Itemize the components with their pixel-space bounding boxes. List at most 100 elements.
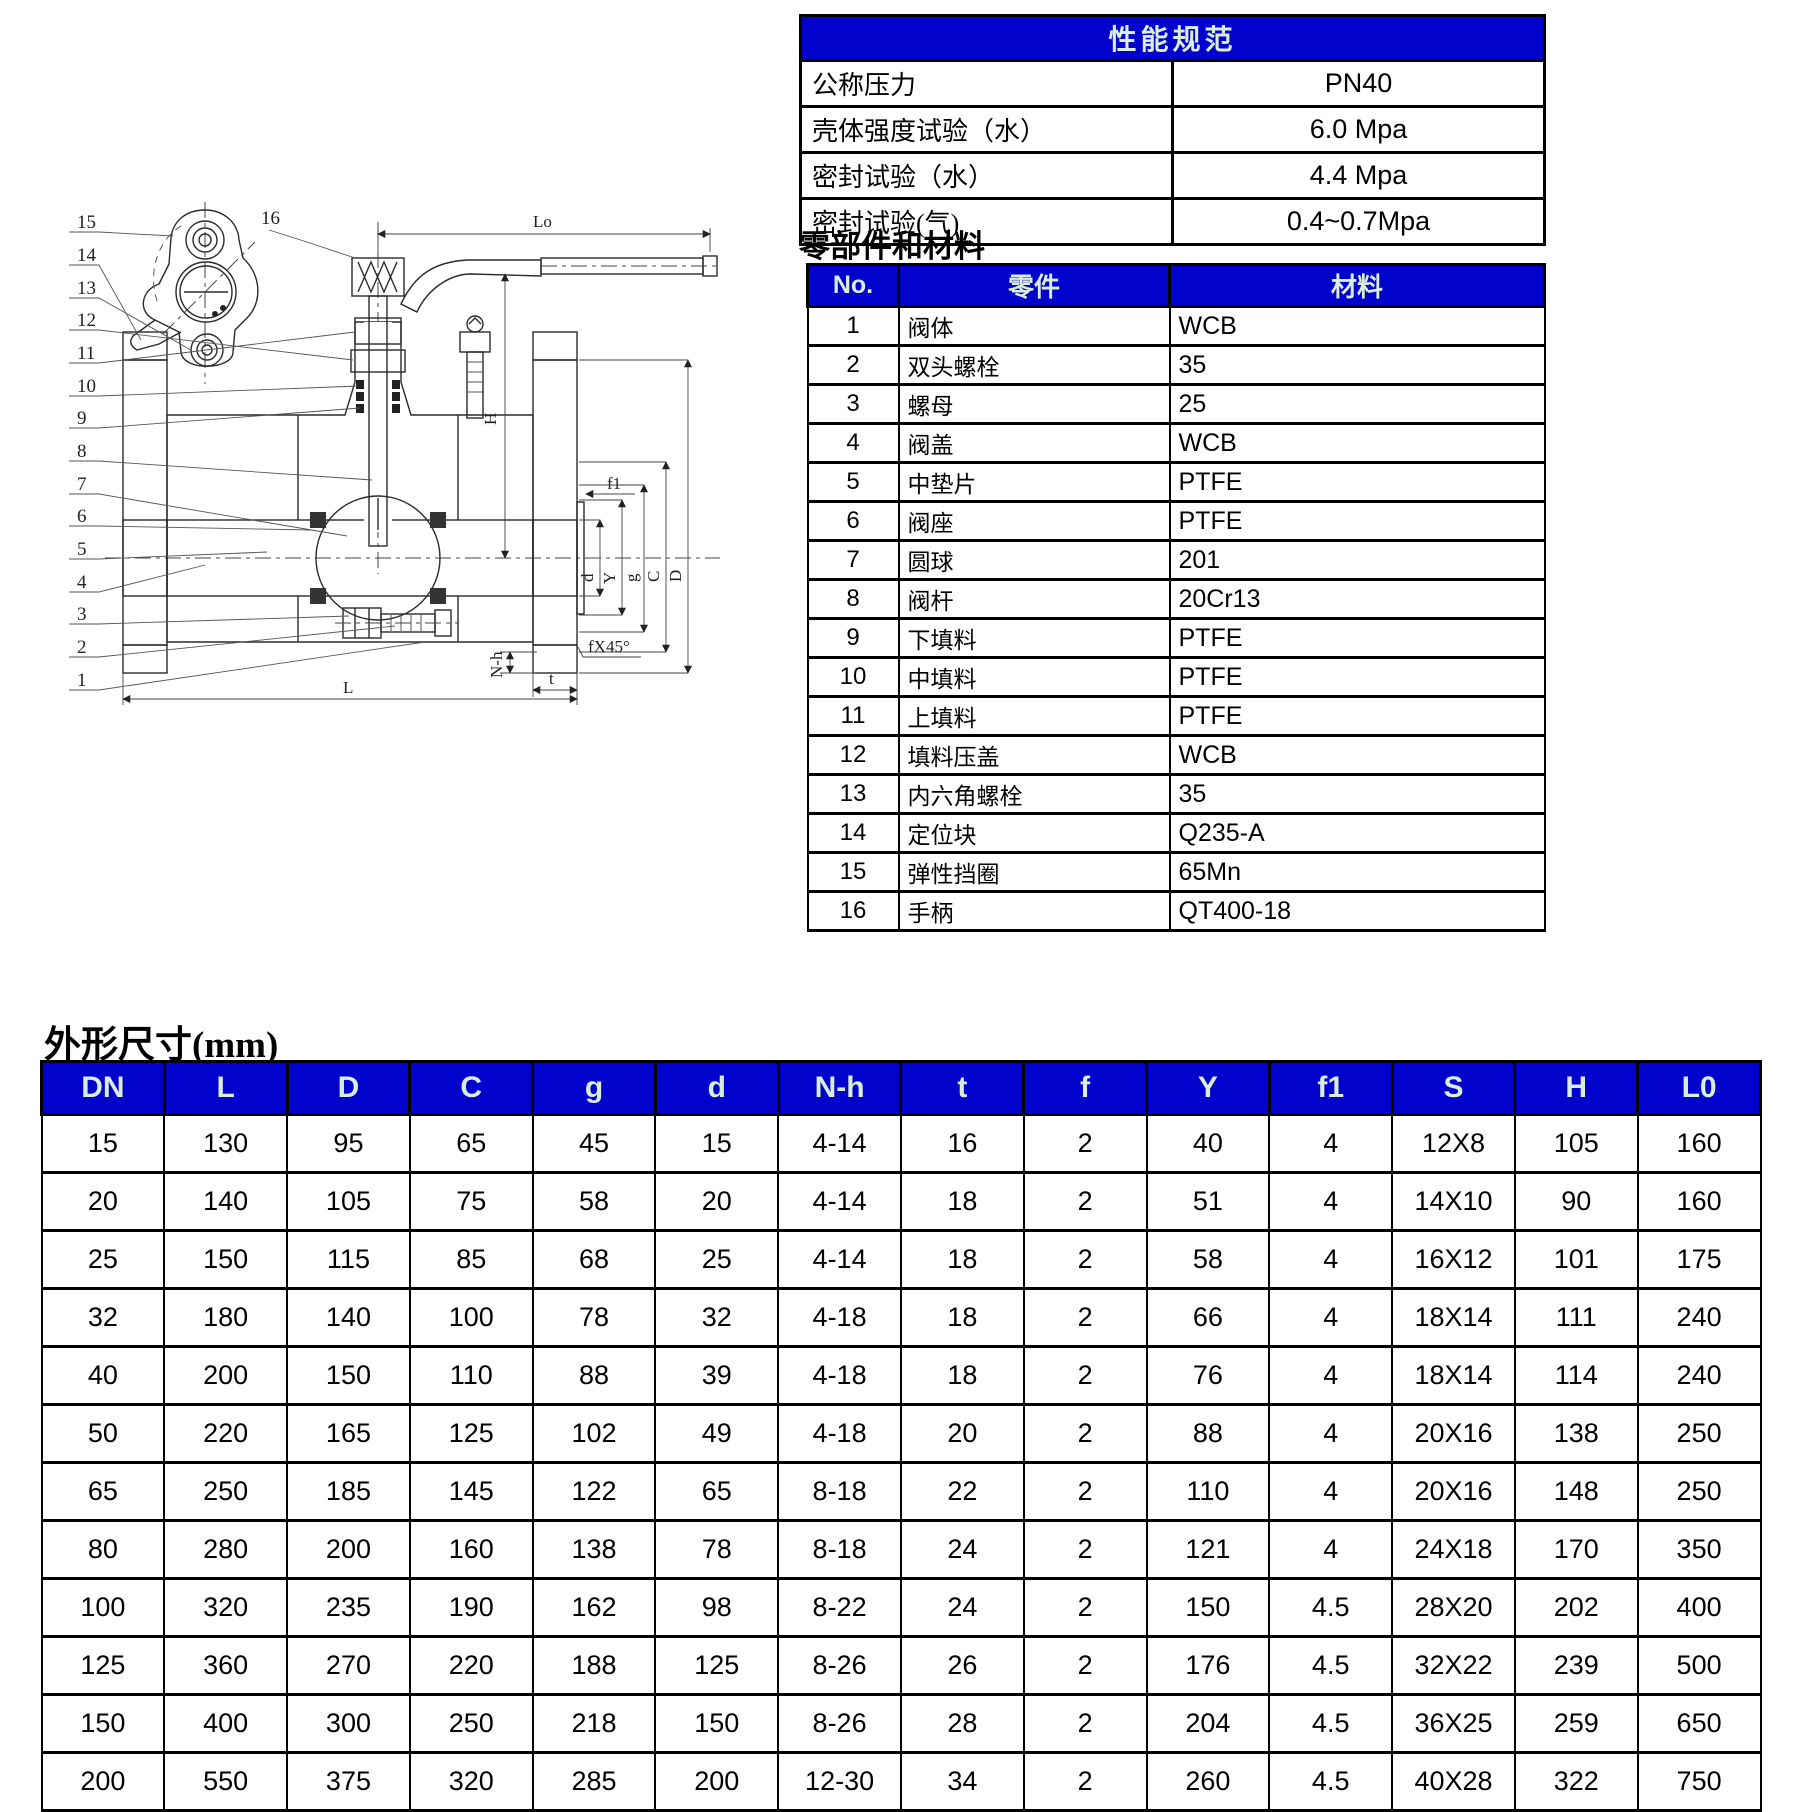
dims-column-header: d — [653, 1060, 780, 1116]
dims-cell: 4.5 — [1268, 1635, 1394, 1696]
handle-hub — [351, 257, 405, 297]
spec-row-label: 密封试验(气) — [799, 197, 1174, 246]
dims-row: 20 140 105 75 58 20 4-14 18 2 51 4 14X10 90 160 — [40, 1171, 1762, 1232]
dims-row: 100 320 235 190 162 98 8-22 24 2 150 4.5 28X20 202 40… — [40, 1577, 1762, 1638]
dims-column-header: S — [1390, 1060, 1517, 1116]
parts-row: 16 手柄 QT400-18 — [806, 890, 1546, 932]
dims-column-header: L — [162, 1060, 289, 1116]
dims-cell: 100 — [408, 1287, 534, 1348]
dims-cell: 400 — [1636, 1577, 1762, 1638]
dims-cell: 4.5 — [1268, 1693, 1394, 1754]
dims-cell: 138 — [1513, 1403, 1639, 1464]
spec-row-value: 0.4~0.7Mpa — [1171, 197, 1546, 246]
valve-body — [166, 321, 534, 643]
part-number-callout: 12 — [77, 310, 96, 331]
dims-cell: 200 — [654, 1751, 780, 1812]
parts-row: 9 下填料 PTFE — [806, 617, 1546, 659]
dims-cell: 150 — [286, 1345, 411, 1406]
dims-column-header: H — [1513, 1060, 1640, 1116]
dims-cell: 239 — [1513, 1635, 1639, 1696]
dims-cell: 18 — [899, 1171, 1025, 1232]
dims-cell: 140 — [163, 1171, 289, 1232]
dims-cell: 50 — [40, 1403, 166, 1464]
parts-row-no: 15 — [806, 851, 900, 893]
dims-cell: 4-14 — [777, 1113, 902, 1174]
dims-row: 65 250 185 145 122 65 8-18 22 2 110 4 20X16 148 250 — [40, 1461, 1762, 1522]
dims-column-header: DN — [40, 1060, 166, 1116]
dims-cell: 25 — [40, 1229, 166, 1290]
dims-cell: 175 — [1636, 1229, 1762, 1290]
dims-cell: 45 — [531, 1113, 657, 1174]
parts-row-name: 阀体 — [897, 305, 1171, 347]
spec-row-value: PN40 — [1171, 59, 1546, 108]
dim-label-lo: Lo — [533, 212, 552, 231]
dims-cell: 250 — [408, 1693, 534, 1754]
parts-row-material: 65Mn — [1168, 851, 1546, 893]
dims-cell: 2 — [1022, 1403, 1148, 1464]
dims-column-header: N-h — [776, 1060, 903, 1116]
dims-cell: 4 — [1268, 1461, 1394, 1522]
part-number-callout: 2 — [77, 637, 87, 658]
dims-cell: 78 — [531, 1287, 657, 1348]
parts-column-header: No. — [806, 263, 900, 308]
part-number-callout: 5 — [77, 539, 87, 560]
dims-cell: 20X16 — [1391, 1461, 1516, 1522]
ball-valve-section-drawing: Lo H f1 d Y g C D — [69, 202, 720, 705]
dims-cell: 204 — [1145, 1693, 1271, 1754]
parts-column-header: 零件 — [897, 263, 1171, 308]
part-number-callout: 8 — [77, 441, 87, 462]
dims-cell: 322 — [1513, 1751, 1639, 1812]
dim-label-y: Y — [600, 572, 619, 584]
dims-row: 50 220 165 125 102 49 4-18 20 2 88 4 20X16 138 250 — [40, 1403, 1762, 1464]
dims-cell: 160 — [1636, 1171, 1762, 1232]
parts-row-name: 双头螺栓 — [897, 344, 1171, 386]
dims-row: 40 200 150 110 88 39 4-18 18 2 76 4 18X14 114 240 — [40, 1345, 1762, 1406]
parts-row-no: 4 — [806, 422, 900, 464]
dims-column-header: f — [1022, 1060, 1149, 1116]
dims-cell: 4-14 — [777, 1171, 902, 1232]
dims-cell: 200 — [40, 1751, 166, 1812]
parts-row: 14 定位块 Q235-A — [806, 812, 1546, 854]
dim-label-big-d: D — [666, 570, 685, 582]
parts-row-name: 螺母 — [897, 383, 1171, 425]
dims-cell: 16X12 — [1391, 1229, 1516, 1290]
dims-cell: 88 — [531, 1345, 657, 1406]
dims-cell: 32 — [654, 1287, 780, 1348]
dim-right-stack: d Y g C D — [578, 359, 693, 674]
handle — [400, 255, 718, 313]
dims-cell: 24 — [899, 1577, 1025, 1638]
parts-row-name: 阀杆 — [897, 578, 1171, 620]
spec-row-value: 6.0 Mpa — [1171, 105, 1546, 154]
dims-cell: 218 — [531, 1693, 657, 1754]
dims-cell: 18X14 — [1391, 1287, 1516, 1348]
parts-row-no: 1 — [806, 305, 900, 347]
dims-cell: 20X16 — [1391, 1403, 1516, 1464]
parts-row: 2 双头螺栓 35 — [806, 344, 1546, 386]
dims-cell: 240 — [1636, 1345, 1762, 1406]
stop-plate-detail — [130, 202, 259, 384]
parts-row-material: 25 — [1168, 383, 1546, 425]
dims-cell: 76 — [1145, 1345, 1271, 1406]
dims-cell: 24X18 — [1391, 1519, 1516, 1580]
dims-cell: 100 — [40, 1577, 166, 1638]
parts-row: 7 圆球 201 — [806, 539, 1546, 581]
dims-cell: 26 — [899, 1635, 1025, 1696]
performance-spec-table: 性能规范 公称压力 PN40 壳体强度试验（水） 6.0 Mpa 密封试验（水） 4.4 … — [799, 14, 1546, 246]
parts-row-no: 7 — [806, 539, 900, 581]
dims-cell: 360 — [163, 1635, 289, 1696]
seat-ring — [430, 588, 446, 604]
parts-row: 15 弹性挡圈 65Mn — [806, 851, 1546, 893]
part-number-callout: 4 — [77, 572, 87, 593]
dims-cell: 4-18 — [777, 1403, 902, 1464]
dims-column-header: t — [899, 1060, 1026, 1116]
dims-row: 80 280 200 160 138 78 8-18 24 2 121 4 24X18 170 350 — [40, 1519, 1762, 1580]
raised-face — [576, 501, 585, 615]
dim-label-t: t — [549, 669, 554, 688]
dims-cell: 25 — [654, 1229, 780, 1290]
seat-ring — [310, 512, 326, 528]
part-number-callout: 9 — [77, 408, 87, 429]
dims-cell: 260 — [1145, 1751, 1271, 1812]
dims-cell: 125 — [40, 1635, 166, 1696]
dims-cell: 280 — [163, 1519, 289, 1580]
parts-row: 11 上填料 PTFE — [806, 695, 1546, 737]
